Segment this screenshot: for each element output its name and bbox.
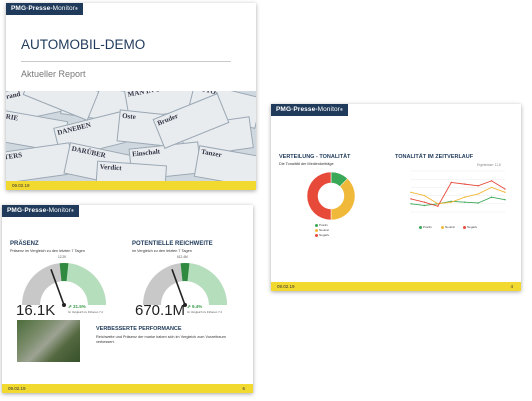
presence-title: PRÄSENZ [10,241,39,247]
presence-change: ⇗ 31.5% [68,304,86,309]
series-point-positiv [490,196,493,198]
gauge-target-mark [180,263,190,282]
legend-line-negativ: Negativ [463,225,477,229]
reach-subtitle: im Vergleich zu den letzten 7 Tagen [132,249,192,253]
performance-title: VERBESSERTE PERFORMANCE [96,326,182,332]
series-point-negativ [437,205,439,207]
gauge-target-mark [59,263,69,282]
presence-subtitle: Präsenz im Vergleich zu den letzten 7 Ta… [10,249,85,253]
reach-previous-value: 612.4M [177,255,188,259]
report-subtitle: Aktueller Report [21,69,86,79]
series-point-neutral [504,191,506,194]
page-number: 6 [242,386,245,391]
footer-date: 09.02.19 [277,284,295,289]
legend-line-neutral: Neutral [441,225,455,229]
newspaper-collage: BrandsponsornMAN IN TANNESTOTO-ERIEDANEB… [6,91,256,181]
series-point-negativ [490,180,493,182]
brand-logo: PMG·Presse-Monitor® [6,3,84,15]
donut-slice-negativ [306,171,332,221]
series-point-positiv [477,202,479,204]
timeline-title: TONALITÄT IM ZEITVERLAUF [395,154,474,160]
reach-value: 670.1M [135,302,186,319]
slide-title[interactable]: PMG·Presse-Monitor® AUTOMOBIL-DEMO Aktue… [6,3,256,190]
reach-gauge [143,263,227,307]
reach-title: POTENTIELLE REICHWEITE [132,241,213,247]
slide-footer: 09.02.19 6 [2,384,253,393]
series-point-positiv [464,201,466,203]
legend-neutral: Neutral [315,228,329,232]
slide-tonality[interactable]: PMG·Presse-Monitor® VERTEILUNG - TONALIT… [271,104,521,291]
gauge-needle [50,269,65,306]
series-point-negativ [410,198,412,200]
series-point-negativ [464,183,466,185]
slide-footer: 09.02.19 [6,181,256,190]
series-line-neutral [410,186,506,205]
newspaper-clip: Tanzer [193,145,256,181]
footer-date: 09.02.19 [12,183,30,188]
gauge-range [185,263,227,305]
highway-photo [17,320,80,362]
distribution-subtitle: Die Tonalität der Medienbeiträge [279,162,334,166]
series-point-positiv [504,199,506,201]
tonality-line-chart [410,170,506,213]
gauge-hub [183,303,187,307]
footer-date: 09.02.19 [8,386,26,391]
brand-logo: PMG·Presse-Monitor® [271,104,349,116]
series-point-neutral [477,193,479,195]
series-point-positiv [410,203,412,205]
legend-line-positiv: Positiv [419,225,432,229]
performance-text: Reichweite und Präsenz der marke haben s… [96,335,226,344]
series-point-neutral [423,194,426,197]
series-point-positiv [423,204,426,207]
reach-change-label: Im Vergleich zu früheren 7 d [187,310,222,314]
series-point-neutral [437,203,439,205]
brand-logo: PMG·Presse-Monitor® [2,205,80,217]
series-point-negativ [504,188,506,190]
timeline-note: Ergebnisse: 11,8 [477,163,501,167]
presence-previous-value: 12.2K [58,255,67,259]
series-point-neutral [410,191,412,194]
slide-footer: 09.02.19 4 [271,282,521,291]
presence-value: 16.1K [16,302,56,319]
gauge-needle [171,269,186,306]
presence-gauge [22,263,106,307]
gauge-range [64,263,106,305]
title-divider [21,61,231,62]
distribution-title: VERTEILUNG - TONALITÄT [279,154,351,160]
tonality-donut-chart [306,171,356,221]
legend-positiv: Positiv [315,223,328,227]
legend-negativ: Negativ [315,233,329,237]
reach-change: ⇗ 9.4% [187,304,203,309]
newspaper-clip: TERS [6,142,74,181]
series-line-negativ [410,180,506,207]
donut-slice-neutral [330,178,356,221]
series-line-positiv [410,196,506,206]
series-point-neutral [464,196,466,198]
gauge-hub [62,303,66,307]
presence-change-label: Im Vergleich zu früheren 7 d [68,310,103,314]
report-title: AUTOMOBIL-DEMO [21,37,146,52]
series-point-neutral [450,201,452,203]
series-point-negativ [423,201,426,203]
series-point-negativ [477,185,479,187]
slide-kpis[interactable]: PMG·Presse-Monitor® PRÄSENZ Präsenz im V… [2,205,253,393]
page-number: 4 [510,284,513,289]
series-point-negativ [450,181,452,184]
series-point-neutral [490,186,493,189]
